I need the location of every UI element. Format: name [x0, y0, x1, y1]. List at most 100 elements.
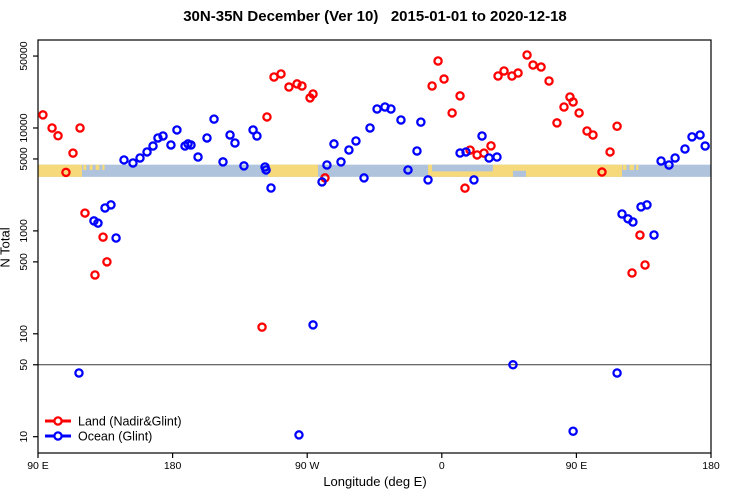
data-point	[166, 140, 176, 150]
data-point	[528, 60, 538, 70]
data-point	[386, 104, 396, 114]
data-point	[695, 130, 705, 140]
data-point	[111, 233, 121, 243]
data-point	[427, 81, 437, 91]
data-point	[93, 218, 103, 228]
legend-marker	[53, 416, 63, 426]
data-point	[612, 121, 622, 131]
data-point	[80, 208, 90, 218]
data-point	[294, 430, 304, 440]
data-point	[544, 76, 554, 86]
band-ocean-patch	[432, 164, 493, 172]
data-point	[617, 209, 627, 219]
data-point	[252, 131, 262, 141]
data-point	[38, 110, 48, 120]
x-tick-label: 0	[439, 460, 445, 472]
data-point	[186, 140, 196, 150]
data-point	[640, 260, 650, 270]
band-land-speckle	[102, 164, 105, 171]
data-point	[225, 130, 235, 140]
y-tick-label: 10000	[18, 113, 30, 142]
data-point	[469, 175, 479, 185]
data-point	[142, 147, 152, 157]
data-point	[158, 131, 168, 141]
data-point	[172, 125, 182, 135]
land-ocean-band	[38, 164, 711, 177]
data-point	[202, 133, 212, 143]
data-point	[433, 56, 443, 66]
data-point	[218, 157, 228, 167]
data-point	[53, 131, 63, 141]
data-point	[261, 165, 271, 175]
data-point	[322, 160, 332, 170]
data-point	[308, 89, 318, 99]
y-axis-title: N Total	[0, 227, 13, 267]
band-land-segment	[268, 164, 318, 177]
data-point	[193, 152, 203, 162]
data-point	[687, 132, 697, 142]
data-point	[508, 360, 518, 370]
data-point	[119, 155, 129, 165]
data-point	[492, 152, 502, 162]
data-point	[664, 160, 674, 170]
data-point	[47, 123, 57, 133]
chart-legend: Land (Nadir&Glint)Ocean (Glint)	[45, 415, 182, 444]
data-point	[536, 62, 546, 72]
data-point	[106, 200, 116, 210]
data-point	[605, 147, 615, 157]
series-land	[38, 50, 650, 332]
data-point	[588, 130, 598, 140]
data-point	[365, 123, 375, 133]
data-point	[635, 230, 645, 240]
band-land-speckle	[89, 164, 93, 171]
data-point	[477, 131, 487, 141]
data-point	[61, 167, 71, 178]
data-point	[597, 167, 607, 177]
data-point	[135, 153, 145, 163]
x-axis-title: Longitude (deg E)	[323, 474, 427, 489]
band-land-segment	[38, 164, 82, 177]
plot-box	[37, 39, 712, 454]
data-point	[559, 102, 569, 112]
data-point	[670, 153, 680, 163]
band-land-speckle	[83, 164, 87, 171]
data-point	[292, 79, 302, 89]
y-tick-label: 500	[18, 253, 30, 271]
band-land-speckle	[629, 164, 634, 171]
y-tick-label: 10	[18, 431, 30, 443]
data-point	[359, 173, 369, 183]
data-point	[522, 50, 532, 60]
data-point	[403, 165, 413, 175]
data-point	[75, 123, 85, 133]
data-point	[568, 426, 578, 436]
data-point	[460, 183, 470, 193]
y-tick-label: 50000	[18, 41, 30, 70]
data-point	[574, 108, 584, 118]
data-point	[649, 230, 659, 240]
data-point	[90, 270, 100, 280]
data-point	[74, 368, 84, 378]
legend-label: Ocean (Glint)	[78, 430, 152, 444]
data-point	[344, 145, 354, 155]
data-point	[700, 141, 710, 151]
data-point	[336, 157, 346, 167]
axes: 90 E 180 90 W 0 90 E 180 50000 10000 5000 1000 500…	[18, 39, 720, 472]
x-tick-label: 180	[702, 460, 720, 472]
data-point	[396, 115, 406, 125]
data-point	[486, 141, 496, 151]
data-point	[276, 69, 286, 79]
x-tick-label: 90 E	[566, 460, 588, 472]
data-point	[439, 74, 449, 84]
data-point	[447, 108, 457, 118]
data-point	[552, 118, 562, 128]
data-point	[266, 183, 276, 193]
data-point	[612, 368, 622, 378]
data-point	[455, 91, 465, 101]
data-point	[284, 82, 294, 92]
legend-marker	[53, 431, 63, 441]
chart-title: 30N-35N December (Ver 10) 2015-01-01 to …	[183, 8, 567, 25]
data-point	[351, 136, 361, 146]
data-point	[423, 175, 433, 185]
y-tick-label: 1000	[18, 219, 30, 243]
